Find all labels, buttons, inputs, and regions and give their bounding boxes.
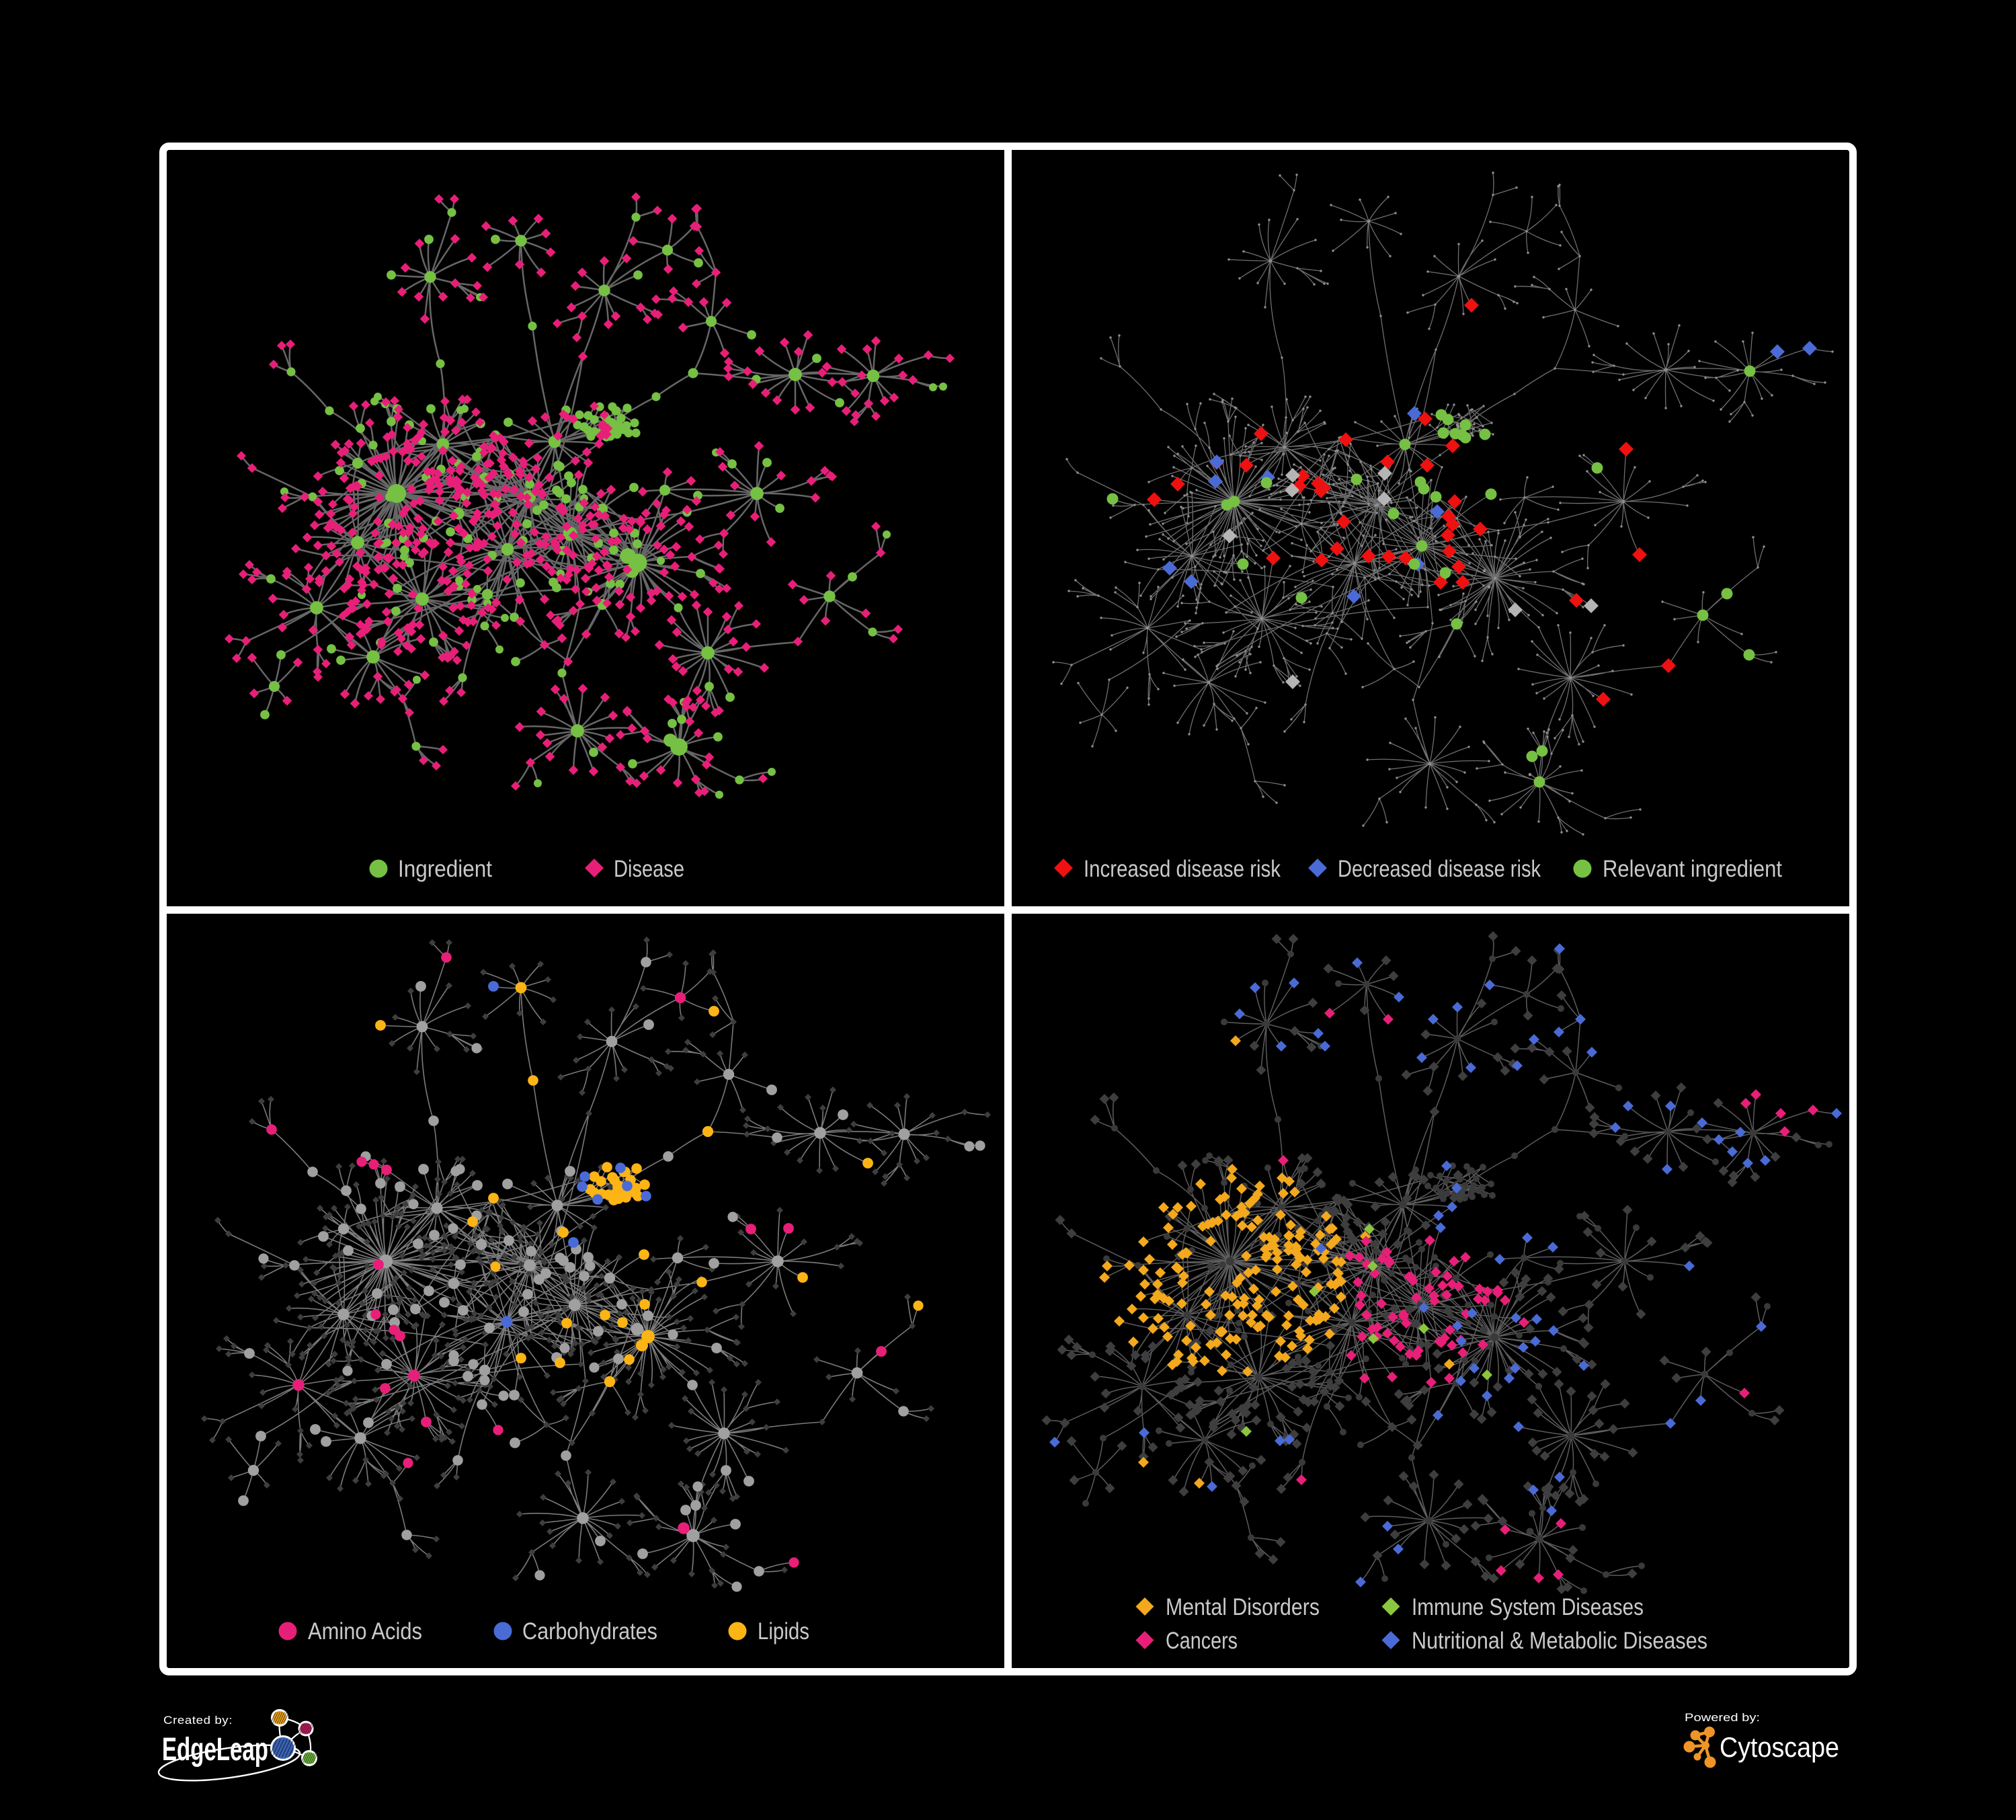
svg-text:Cancers: Cancers [1166, 1628, 1238, 1654]
svg-text:Disease: Disease [614, 856, 684, 882]
svg-text:Lipids: Lipids [758, 1618, 809, 1645]
svg-text:Amino Acids: Amino Acids [308, 1618, 422, 1645]
svg-text:Increased disease risk: Increased disease risk [1084, 856, 1281, 882]
svg-text:Powered by:: Powered by: [1685, 1712, 1760, 1724]
svg-text:Cytoscape: Cytoscape [1720, 1731, 1839, 1763]
svg-text:Nutritional & Metabolic Diseas: Nutritional & Metabolic Diseases [1412, 1628, 1707, 1654]
svg-text:Carbohydrates: Carbohydrates [522, 1618, 657, 1645]
svg-text:Relevant ingredient: Relevant ingredient [1603, 856, 1782, 882]
svg-text:Decreased disease risk: Decreased disease risk [1338, 856, 1541, 882]
svg-text:Immune System Diseases: Immune System Diseases [1412, 1594, 1644, 1620]
svg-text:Ingredient: Ingredient [398, 856, 492, 882]
svg-text:Mental Disorders: Mental Disorders [1166, 1594, 1320, 1620]
svg-text:Created by:: Created by: [163, 1714, 233, 1727]
